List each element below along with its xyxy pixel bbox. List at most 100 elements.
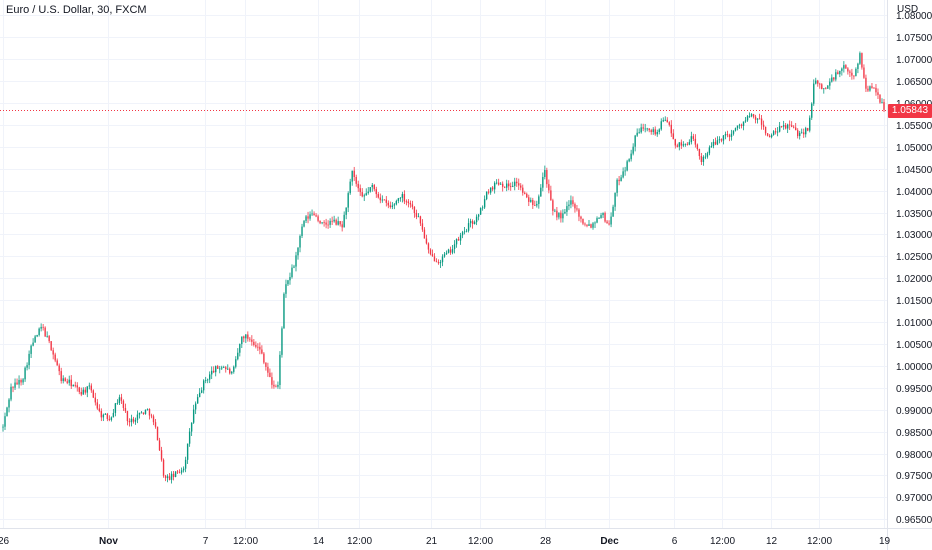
- candle-down: [178, 469, 181, 474]
- candle-down: [654, 126, 656, 136]
- candle-up: [598, 217, 600, 219]
- candle-down: [873, 87, 875, 89]
- candle-down: [861, 52, 863, 70]
- last-price-label: 1.05843: [888, 103, 932, 118]
- candle-up: [138, 412, 141, 419]
- candle-up: [443, 252, 446, 258]
- candle-up: [704, 152, 707, 160]
- candle-down: [608, 220, 610, 226]
- candle-up: [381, 195, 383, 203]
- candle-up: [110, 416, 113, 422]
- candle-up: [477, 213, 480, 221]
- candle-down: [792, 125, 795, 129]
- candle-up: [293, 264, 295, 269]
- candle-down: [879, 94, 881, 104]
- candle-up: [718, 136, 721, 144]
- candle-up: [554, 208, 556, 213]
- candle-down: [307, 211, 309, 224]
- candle-down: [275, 384, 277, 388]
- price-axis[interactable]: 0.96500 0.97000 0.97500 0.98000 0.98500 0.990…: [896, 11, 932, 526]
- candle-down: [156, 426, 159, 441]
- candle-down: [819, 82, 821, 89]
- candle-down: [257, 343, 259, 351]
- candle-up: [439, 259, 442, 268]
- time-tick-label: 12:00: [233, 536, 258, 547]
- candle-up: [233, 365, 235, 374]
- candle-down: [152, 414, 155, 426]
- time-axis[interactable]: 26 Nov 7 12:00 14 12:00 21 12:00 28 Dec 6 12:00 12 12…: [0, 536, 890, 547]
- candle-up: [600, 212, 602, 219]
- price-tick-label: 1.00000: [896, 362, 932, 373]
- candle-down: [423, 227, 426, 239]
- candle-up: [297, 247, 299, 260]
- candle-up: [223, 365, 225, 369]
- candle-up: [688, 139, 691, 146]
- candle-down: [96, 399, 99, 410]
- symbol-legend[interactable]: Euro / U.S. Dollar, 30, FXCM: [6, 4, 147, 16]
- candle-down: [377, 192, 379, 199]
- candle-up: [455, 238, 458, 248]
- candle-down: [849, 69, 851, 77]
- candle-up: [776, 127, 779, 137]
- candle-down: [752, 113, 755, 119]
- candle-down: [582, 218, 584, 226]
- candle-down: [172, 470, 175, 481]
- price-tick-label: 1.08000: [896, 11, 932, 22]
- candle-down: [44, 326, 46, 337]
- candle-up: [706, 151, 709, 159]
- candle-down: [548, 179, 550, 194]
- candle-down: [425, 234, 428, 245]
- candle-up: [620, 174, 622, 182]
- candle-up: [813, 79, 815, 106]
- candle-down: [409, 200, 412, 208]
- candle-up: [82, 387, 84, 395]
- candle-down: [883, 99, 885, 113]
- candle-down: [774, 127, 777, 135]
- candle-down: [528, 194, 530, 207]
- candle-down: [853, 75, 855, 80]
- price-tick-label: 1.03500: [896, 209, 932, 220]
- candle-down: [524, 191, 526, 195]
- candle-up: [570, 195, 572, 209]
- time-tick-label: 12:00: [347, 536, 372, 547]
- candle-up: [417, 213, 420, 218]
- candle-down: [768, 134, 771, 138]
- candle-down: [251, 335, 253, 346]
- candle-up: [38, 327, 40, 337]
- candle-up: [536, 200, 538, 208]
- candle-down: [586, 224, 588, 228]
- candle-down: [265, 362, 267, 371]
- candle-up: [756, 118, 759, 124]
- candle-down: [516, 177, 518, 187]
- candle-down: [720, 138, 723, 143]
- candle-up: [712, 139, 715, 149]
- candle-down: [754, 114, 757, 124]
- price-tick-label: 1.06500: [896, 77, 932, 88]
- candle-up: [782, 120, 785, 130]
- candle-up: [724, 131, 727, 140]
- candle-up: [512, 181, 514, 188]
- candle-up: [112, 408, 115, 418]
- candle-down: [126, 410, 129, 426]
- candle-down: [100, 408, 103, 422]
- candle-down: [766, 133, 769, 137]
- candle-up: [489, 187, 492, 195]
- candle-down: [263, 352, 265, 365]
- time-tick-label: 12:00: [468, 536, 493, 547]
- candle-down: [413, 206, 416, 218]
- candle-down: [271, 372, 273, 389]
- candle-up: [102, 413, 105, 422]
- candle-up: [237, 348, 239, 361]
- candle-down: [247, 331, 249, 342]
- candle-up: [393, 203, 396, 210]
- candle-up: [652, 127, 654, 135]
- candle-down: [335, 218, 337, 226]
- candle-up: [337, 216, 339, 226]
- candle-up: [194, 401, 197, 415]
- candle-up: [538, 194, 540, 209]
- candle-up: [732, 130, 735, 136]
- candle-up: [10, 383, 12, 402]
- candle-down: [491, 186, 494, 192]
- candle-up: [303, 220, 305, 228]
